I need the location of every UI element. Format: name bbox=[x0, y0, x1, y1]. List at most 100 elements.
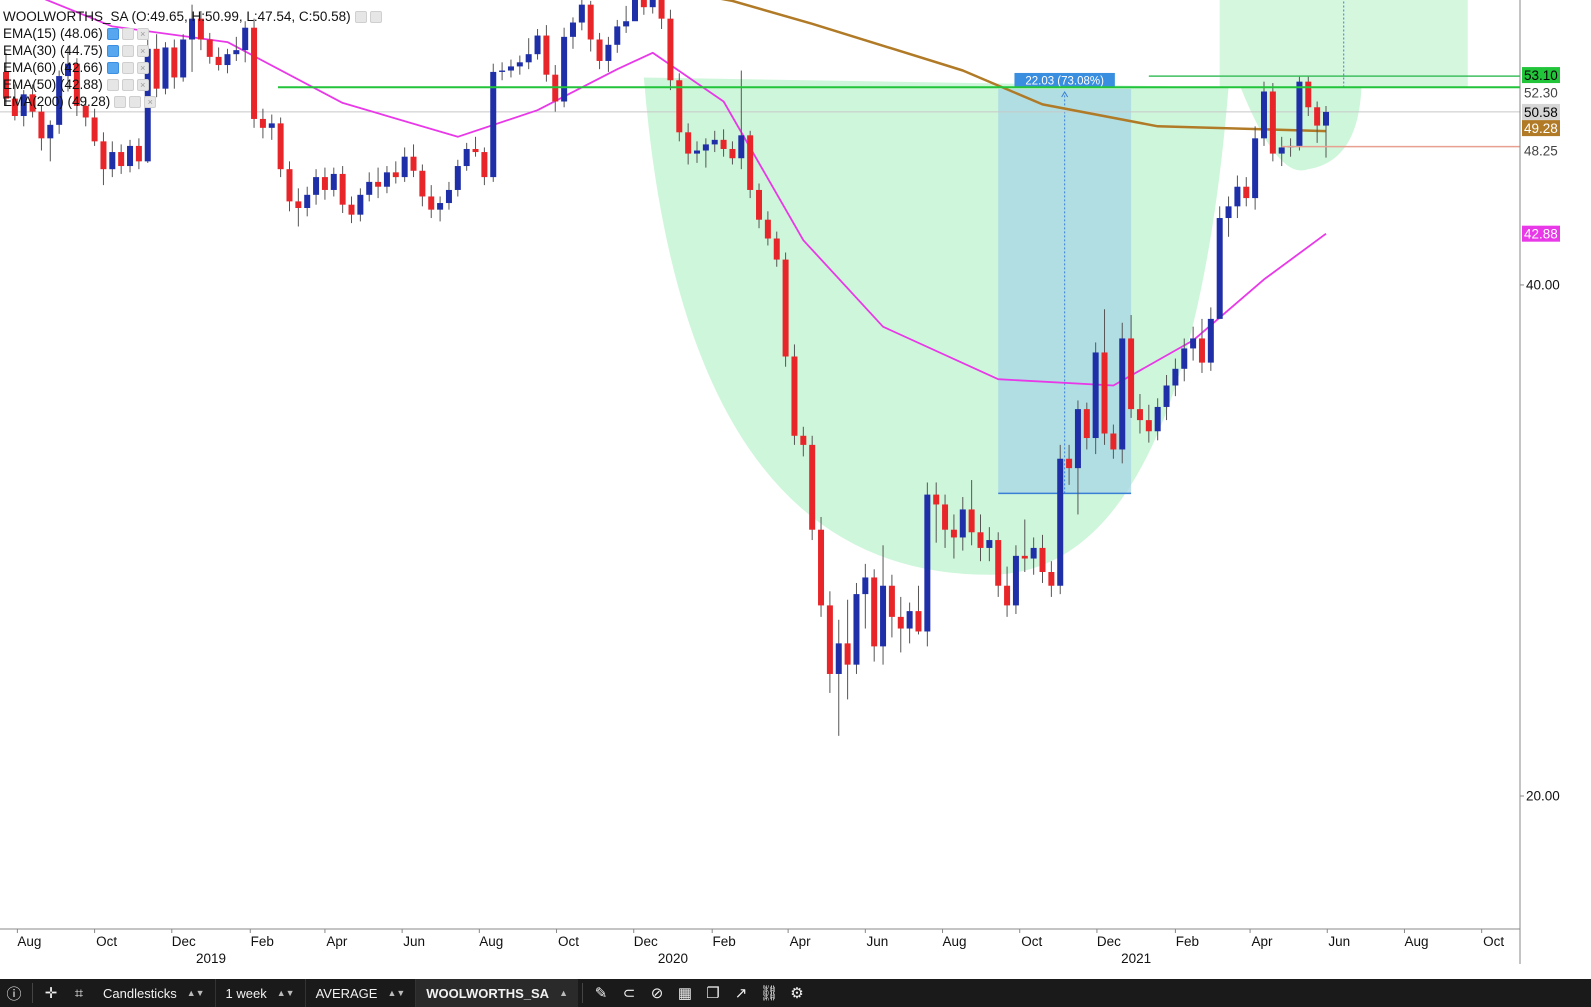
ema50-line bbox=[44, 0, 1327, 387]
info-icon[interactable]: ⓘ bbox=[6, 985, 22, 1003]
candle bbox=[1128, 315, 1135, 418]
candle-body bbox=[189, 18, 196, 40]
eye-icon[interactable] bbox=[114, 95, 127, 108]
candle bbox=[782, 252, 789, 367]
line-chart-icon[interactable]: ↗ bbox=[734, 985, 748, 1002]
candle bbox=[286, 161, 293, 212]
chart-type-label: Candlesticks bbox=[103, 985, 177, 1001]
close-icon[interactable]: × bbox=[136, 78, 149, 91]
x-tick-label: Dec bbox=[1097, 934, 1121, 949]
candle bbox=[1030, 537, 1037, 575]
interval-select[interactable]: 1 week ▲▼ bbox=[216, 979, 306, 1007]
candle-body bbox=[1154, 406, 1161, 432]
candle-body bbox=[995, 540, 1002, 586]
settings-icon[interactable] bbox=[121, 78, 134, 91]
candle-body bbox=[1181, 348, 1188, 369]
settings-icon[interactable] bbox=[354, 10, 367, 23]
candle bbox=[437, 196, 444, 222]
legend-indicator-row: EMA(50) (42.88) × bbox=[3, 76, 385, 93]
settings-icon[interactable] bbox=[121, 61, 134, 74]
hide-icon[interactable]: ⊘ bbox=[650, 985, 664, 1002]
candle bbox=[1225, 196, 1232, 237]
eye-icon[interactable] bbox=[106, 27, 119, 40]
settings-icon[interactable] bbox=[129, 95, 142, 108]
candle-body bbox=[171, 47, 178, 78]
grid-icon[interactable]: ▦ bbox=[677, 985, 693, 1002]
candle bbox=[1252, 126, 1259, 210]
candle bbox=[587, 0, 594, 52]
candle bbox=[1296, 76, 1303, 151]
link-icon[interactable]: ⛓ bbox=[759, 985, 779, 1002]
eye-icon[interactable] bbox=[106, 61, 119, 74]
close-icon[interactable]: × bbox=[136, 61, 149, 74]
price-tag-last: 50.58 bbox=[1524, 105, 1558, 120]
interval-label: 1 week bbox=[225, 985, 267, 1001]
chart-canvas[interactable]: 22.03 (73.08%)21.95 (41.94%) 80.0060.004… bbox=[0, 0, 1591, 979]
chevron-up-icon: ▲ bbox=[559, 988, 568, 998]
candle bbox=[649, 0, 656, 14]
candle-body bbox=[1323, 111, 1329, 126]
candle-body bbox=[897, 616, 904, 629]
candle bbox=[91, 108, 98, 146]
symbol-select[interactable]: WOOLWORTHS_SA ▲ bbox=[416, 979, 578, 1007]
candle bbox=[977, 514, 984, 562]
candle-body bbox=[428, 196, 435, 210]
candle-body bbox=[649, 0, 656, 8]
candle-body bbox=[38, 111, 45, 139]
legend-title: WOOLWORTHS_SA (O:49.65, H:50.99, L:47.54… bbox=[3, 9, 351, 24]
candle-body bbox=[1278, 147, 1285, 154]
candle-body bbox=[924, 494, 931, 632]
candle bbox=[995, 532, 1002, 597]
candle-body bbox=[383, 172, 390, 187]
candle bbox=[481, 147, 488, 186]
candle bbox=[552, 65, 559, 112]
candle bbox=[1154, 398, 1161, 441]
candle bbox=[1181, 338, 1188, 382]
x-year-label: 2020 bbox=[658, 951, 688, 966]
close-icon[interactable]: × bbox=[136, 27, 149, 40]
close-icon[interactable]: × bbox=[144, 95, 157, 108]
crosshair-icon[interactable]: ✛ bbox=[44, 985, 58, 1002]
candle-body bbox=[463, 148, 470, 167]
candle-body bbox=[667, 18, 674, 81]
magnet-icon[interactable]: ⊂ bbox=[622, 985, 636, 1002]
candle bbox=[986, 527, 993, 562]
candle-body bbox=[401, 156, 408, 178]
x-year-label: 2019 bbox=[196, 951, 226, 966]
settings-icon[interactable] bbox=[121, 44, 134, 57]
candle bbox=[1305, 76, 1312, 117]
close-icon[interactable]: × bbox=[136, 44, 149, 57]
candle bbox=[578, 0, 585, 31]
eye-icon[interactable] bbox=[106, 78, 119, 91]
axes: 80.0060.0040.0020.00AugOctDecFebAprJunAu… bbox=[0, 0, 1560, 966]
candle-body bbox=[109, 152, 116, 170]
candle bbox=[490, 63, 497, 182]
y-tick-label: 40.00 bbox=[1526, 277, 1560, 292]
candle bbox=[1004, 566, 1011, 617]
pencil-icon[interactable]: ✎ bbox=[594, 985, 608, 1002]
close-icon[interactable] bbox=[369, 10, 382, 23]
candle bbox=[1216, 206, 1223, 319]
mode-select[interactable]: AVERAGE ▲▼ bbox=[306, 979, 417, 1007]
eye-icon[interactable] bbox=[106, 44, 119, 57]
x-tick-label: Aug bbox=[17, 934, 41, 949]
legend-indicator-row: EMA(15) (48.06) × bbox=[3, 25, 385, 42]
candle bbox=[1243, 177, 1250, 207]
candle bbox=[880, 545, 887, 665]
toolbar-divider bbox=[581, 983, 583, 1003]
horizontal-levels[interactable] bbox=[0, 0, 1520, 148]
candle bbox=[1066, 444, 1073, 485]
settings-icon[interactable] bbox=[121, 27, 134, 40]
candle bbox=[764, 211, 771, 246]
copy-icon[interactable]: ❐ bbox=[706, 985, 720, 1002]
chart-type-select[interactable]: Candlesticks ▲▼ bbox=[93, 979, 216, 1007]
candle bbox=[791, 344, 798, 445]
candle-body bbox=[1092, 352, 1099, 439]
candle bbox=[685, 123, 692, 165]
range-measure-label-bg bbox=[1014, 72, 1115, 88]
gear-icon[interactable]: ⚙ bbox=[790, 985, 804, 1002]
crop-icon[interactable]: ⌗ bbox=[74, 984, 84, 1002]
candle bbox=[127, 139, 134, 173]
candle-body bbox=[499, 70, 506, 72]
candle-body bbox=[676, 80, 683, 133]
